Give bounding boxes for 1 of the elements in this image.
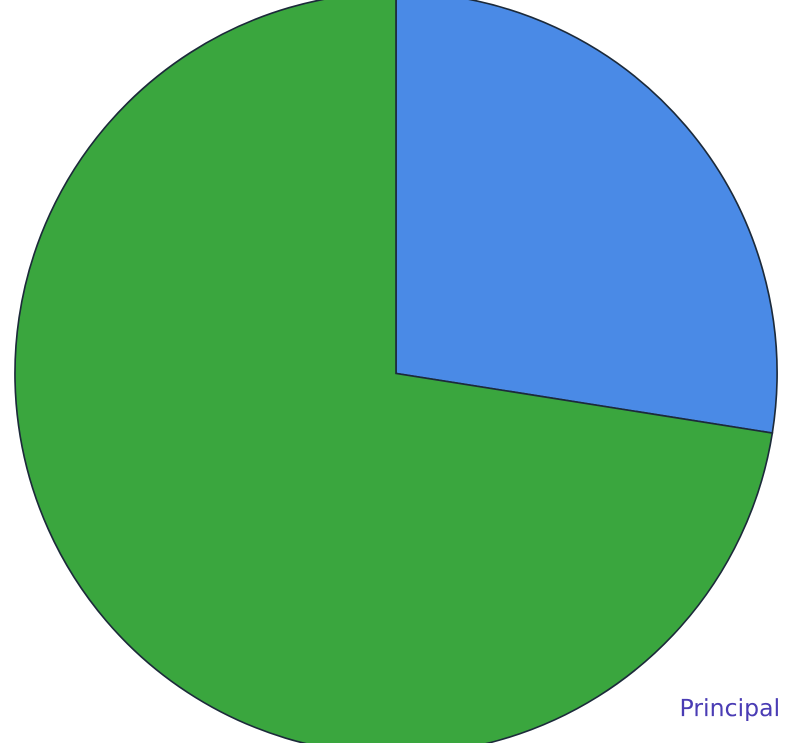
- text: Principal: [682, 698, 778, 721]
